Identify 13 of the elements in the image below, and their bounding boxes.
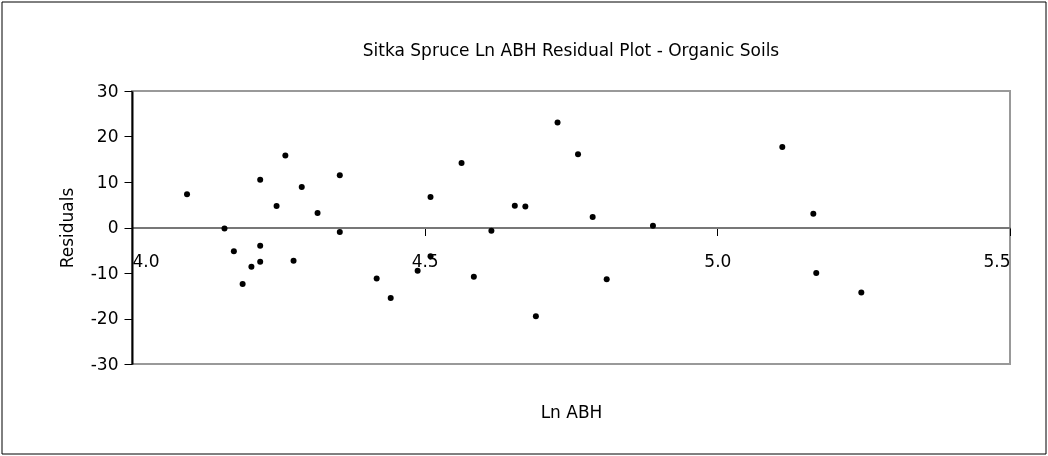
x-axis-title: Ln ABH — [540, 401, 603, 422]
y-tick-label: -10 — [90, 262, 119, 283]
y-tick-label: 30 — [96, 80, 119, 101]
y-tick-label: -30 — [90, 353, 119, 374]
x-tick-label: 5.0 — [704, 251, 732, 271]
y-tick-label: 20 — [96, 126, 119, 146]
y-axis-title: Residuals — [56, 187, 77, 269]
chart-title: Sitka Spruce Ln ABH Residual Plot - Organic Soils — [362, 39, 780, 60]
x-tick-label: 4.0 — [132, 251, 160, 271]
y-tick-label: -20 — [90, 308, 119, 328]
y-tick-label: 10 — [96, 171, 119, 192]
x-tick-label: 5.5 — [983, 251, 1011, 271]
y-tick-label: 0 — [107, 217, 119, 237]
